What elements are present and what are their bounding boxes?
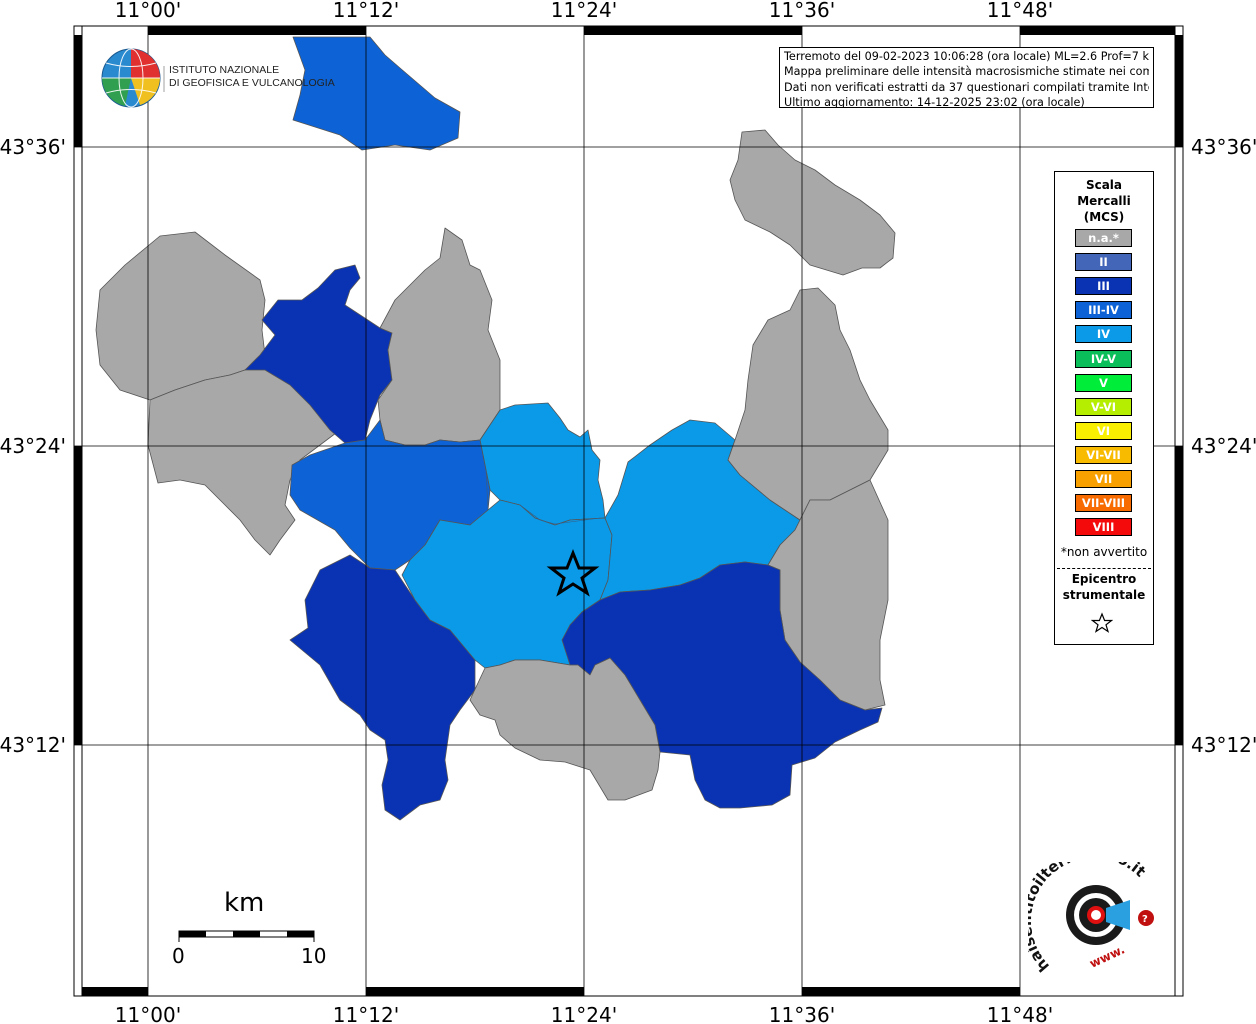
question-icon: ? [1142, 914, 1148, 925]
lat-label-left-1: 43°36' [0, 135, 66, 159]
legend-item: VII [1075, 470, 1132, 488]
lon-label-bottom-1: 11°00' [115, 1003, 181, 1024]
legend-item: IV [1075, 325, 1132, 344]
legend-item: VIII [1075, 518, 1132, 537]
institute-line2: DI GEOFISICA E VULCANOLOGIA [169, 77, 335, 89]
legend-epicenter-label: Epicentro strumentale [1055, 571, 1153, 603]
legend-title-3: (MCS) [1083, 210, 1125, 224]
lon-label-top-2: 11°12' [333, 0, 399, 22]
left-latitude-labels: 43°36' 43°24' 43°12' [0, 135, 66, 757]
municipality-south [469, 657, 661, 801]
legend-title-2: Mercalli [1077, 194, 1131, 208]
info-line-1: Terremoto del 09-02-2023 10:06:28 (ora l… [784, 50, 1149, 63]
legend-epicenter-line2: strumentale [1062, 588, 1146, 602]
lat-label-right-2: 43°24' [1191, 434, 1256, 458]
lon-label-bottom-4: 11°36' [769, 1003, 835, 1024]
legend-title-1: Scala [1085, 178, 1123, 192]
municipality-north [292, 36, 461, 151]
legend-item: III [1075, 277, 1132, 296]
legend-title: Scala Mercalli (MCS) [1055, 177, 1153, 225]
lon-label-top-5: 11°48' [987, 0, 1053, 22]
legend-divider [1057, 568, 1151, 569]
scale-max-label: 10 [301, 944, 327, 968]
lon-label-top-3: 11°24' [551, 0, 617, 22]
info-line-2: Mappa preliminare delle intensità macros… [784, 65, 1149, 79]
scale-min-label: 0 [172, 944, 185, 968]
legend-note: *non avvertito [1060, 545, 1148, 559]
legend-item: VI-VII [1075, 445, 1132, 464]
lat-label-left-2: 43°24' [0, 434, 66, 458]
graticule [74, 26, 1183, 996]
mcs-legend: Scala Mercalli (MCS) n.a.* II III III-IV IV I… [1054, 171, 1154, 645]
legend-item: VII-VIII [1075, 494, 1132, 513]
map-border [73, 25, 1184, 997]
info-line-3: Dati non verificati estratti da 37 quest… [784, 80, 1149, 94]
legend-item: IV-V [1075, 349, 1132, 368]
scale-title: km [224, 888, 265, 918]
info-line-4: Ultimo aggiornamento: 14-12-2025 23:02 (… [784, 95, 1085, 108]
scale-bar [178, 930, 315, 942]
top-longitude-labels: 11°00' 11°12' 11°24' 11°36' 11°48' [115, 0, 1053, 22]
lat-label-right-1: 43°36' [1191, 135, 1256, 159]
right-latitude-labels: 43°36' 43°24' 43°12' [1191, 135, 1256, 757]
haisentito-logo: ? haisentitoilterremoto.it www. [1028, 862, 1154, 975]
institute-line1: ISTITUTO NAZIONALE [169, 64, 280, 76]
lon-label-bottom-5: 11°48' [987, 1003, 1053, 1024]
ingv-logo-icon [101, 48, 161, 108]
lon-label-bottom-3: 11°24' [551, 1003, 617, 1024]
lon-label-bottom-2: 11°12' [333, 1003, 399, 1024]
epicenter-star-icon [546, 548, 600, 597]
bottom-longitude-labels: 11°00' 11°12' 11°24' 11°36' 11°48' [115, 1003, 1053, 1024]
lon-label-top-1: 11°00' [115, 0, 181, 22]
legend-epicenter-line1: Epicentro [1071, 572, 1137, 586]
legend-item: V [1075, 373, 1132, 392]
municipality-southwest [147, 354, 341, 556]
lat-label-left-3: 43°12' [0, 733, 66, 757]
legend-item: V-VI [1075, 397, 1132, 416]
www-text: www. [1087, 942, 1127, 970]
earthquake-info-box: Terremoto del 09-02-2023 10:06:28 (ora l… [779, 47, 1154, 108]
institute-name: ISTITUTO NAZIONALE DI GEOFISICA E VULCAN… [169, 64, 335, 90]
legend-item: VI [1075, 421, 1132, 440]
lat-label-right-3: 43°12' [1191, 733, 1256, 757]
legend-star-icon [1091, 612, 1113, 633]
legend-item: n.a.* [1075, 229, 1132, 247]
legend-item: II [1075, 253, 1132, 272]
legend-item: III-IV [1075, 301, 1132, 320]
lon-label-top-4: 11°36' [769, 0, 835, 22]
municipality-polygons [95, 36, 896, 821]
